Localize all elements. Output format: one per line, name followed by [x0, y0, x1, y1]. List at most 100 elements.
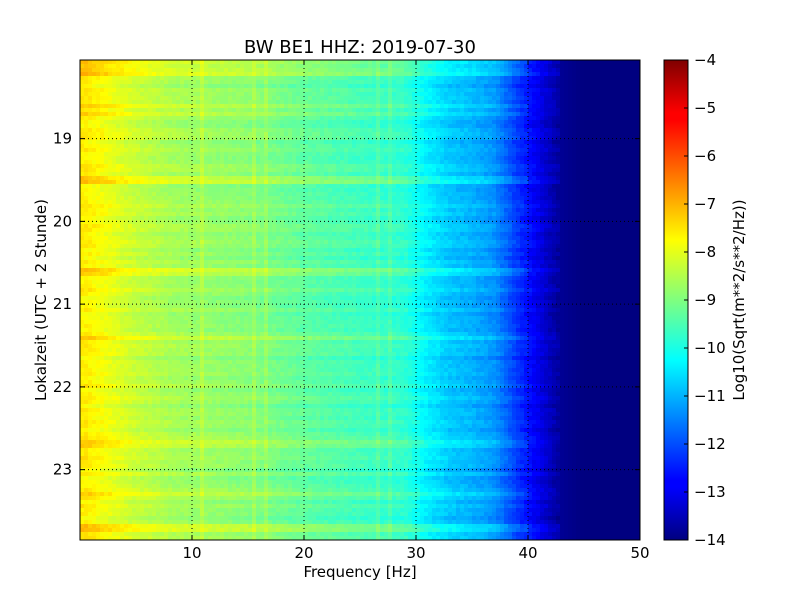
- heatmap-cell: [456, 84, 461, 89]
- heatmap-cell: [92, 172, 97, 177]
- heatmap-cell: [456, 164, 461, 169]
- heatmap-cell: [176, 132, 181, 137]
- heatmap-cell: [300, 84, 305, 89]
- heatmap-cell: [204, 136, 209, 141]
- heatmap-cell: [196, 88, 201, 93]
- heatmap-cell: [620, 180, 625, 185]
- heatmap-cell: [304, 180, 309, 185]
- heatmap-cell: [304, 96, 309, 101]
- heatmap-cell: [348, 164, 353, 169]
- heatmap-cell: [436, 128, 441, 133]
- heatmap-cell: [412, 64, 417, 69]
- heatmap-cell: [556, 100, 561, 105]
- heatmap-cell: [236, 136, 241, 141]
- heatmap-cell: [248, 116, 253, 121]
- heatmap-cell: [344, 112, 349, 117]
- heatmap-cell: [476, 76, 481, 81]
- heatmap-cell: [420, 92, 425, 97]
- heatmap-cell: [172, 84, 177, 89]
- heatmap-cell: [512, 104, 517, 109]
- heatmap-cell: [556, 152, 561, 157]
- heatmap-cell: [340, 96, 345, 101]
- heatmap-cell: [168, 80, 173, 85]
- heatmap-cell: [632, 124, 637, 129]
- heatmap-cell: [96, 116, 101, 121]
- heatmap-cell: [216, 156, 221, 161]
- heatmap-cell: [168, 112, 173, 117]
- heatmap-cell: [620, 96, 625, 101]
- heatmap-cell: [348, 80, 353, 85]
- heatmap-cell: [616, 64, 621, 69]
- heatmap-cell: [616, 104, 621, 109]
- heatmap-cell: [620, 100, 625, 105]
- heatmap-cell: [380, 80, 385, 85]
- heatmap-cell: [168, 68, 173, 73]
- heatmap-cell: [288, 80, 293, 85]
- heatmap-cell: [164, 192, 169, 197]
- heatmap-cell: [112, 200, 117, 205]
- heatmap-cell: [348, 64, 353, 69]
- heatmap-cell: [628, 140, 633, 145]
- heatmap-cell: [328, 196, 333, 201]
- heatmap-cell: [588, 192, 593, 197]
- heatmap-cell: [216, 180, 221, 185]
- heatmap-cell: [592, 80, 597, 85]
- heatmap-cell: [548, 188, 553, 193]
- heatmap-cell: [88, 132, 93, 137]
- heatmap-cell: [632, 172, 637, 177]
- heatmap-cell: [92, 100, 97, 105]
- heatmap-cell: [352, 188, 357, 193]
- heatmap-cell: [600, 120, 605, 125]
- heatmap-cell: [348, 92, 353, 97]
- heatmap-cell: [596, 120, 601, 125]
- heatmap-cell: [88, 120, 93, 125]
- heatmap-cell: [496, 192, 501, 197]
- heatmap-cell: [316, 128, 321, 133]
- heatmap-cell: [620, 120, 625, 125]
- heatmap-cell: [352, 64, 357, 69]
- heatmap-cell: [164, 136, 169, 141]
- heatmap-cell: [268, 88, 273, 93]
- heatmap-cell: [196, 132, 201, 137]
- heatmap-cell: [412, 76, 417, 81]
- heatmap-cell: [104, 68, 109, 73]
- heatmap-cell: [336, 180, 341, 185]
- heatmap-cell: [272, 76, 277, 81]
- heatmap-cell: [228, 184, 233, 189]
- heatmap-cell: [376, 176, 381, 181]
- heatmap-cell: [248, 76, 253, 81]
- heatmap-cell: [592, 196, 597, 201]
- heatmap-cell: [348, 116, 353, 121]
- heatmap-cell: [200, 196, 205, 201]
- heatmap-cell: [204, 96, 209, 101]
- heatmap-cell: [624, 120, 629, 125]
- heatmap-cell: [580, 148, 585, 153]
- heatmap-cell: [320, 80, 325, 85]
- heatmap-cell: [512, 160, 517, 165]
- heatmap-cell: [424, 152, 429, 157]
- heatmap-cell: [512, 180, 517, 185]
- heatmap-cell: [264, 84, 269, 89]
- heatmap-cell: [612, 128, 617, 133]
- heatmap-cell: [468, 180, 473, 185]
- heatmap-cell: [440, 132, 445, 137]
- heatmap-cell: [148, 80, 153, 85]
- heatmap-cell: [628, 64, 633, 69]
- heatmap-cell: [492, 188, 497, 193]
- heatmap-cell: [80, 68, 85, 73]
- heatmap-cell: [272, 104, 277, 109]
- heatmap-cell: [572, 108, 577, 113]
- heatmap-cell: [432, 184, 437, 189]
- heatmap-cell: [408, 104, 413, 109]
- heatmap-cell: [360, 112, 365, 117]
- heatmap-cell: [200, 200, 205, 205]
- heatmap-cell: [360, 80, 365, 85]
- heatmap-cell: [596, 84, 601, 89]
- heatmap-cell: [616, 96, 621, 101]
- heatmap-cell: [392, 152, 397, 157]
- heatmap-cell: [480, 156, 485, 161]
- heatmap-cell: [200, 160, 205, 165]
- heatmap-cell: [200, 80, 205, 85]
- heatmap-cell: [144, 88, 149, 93]
- heatmap-cell: [88, 200, 93, 205]
